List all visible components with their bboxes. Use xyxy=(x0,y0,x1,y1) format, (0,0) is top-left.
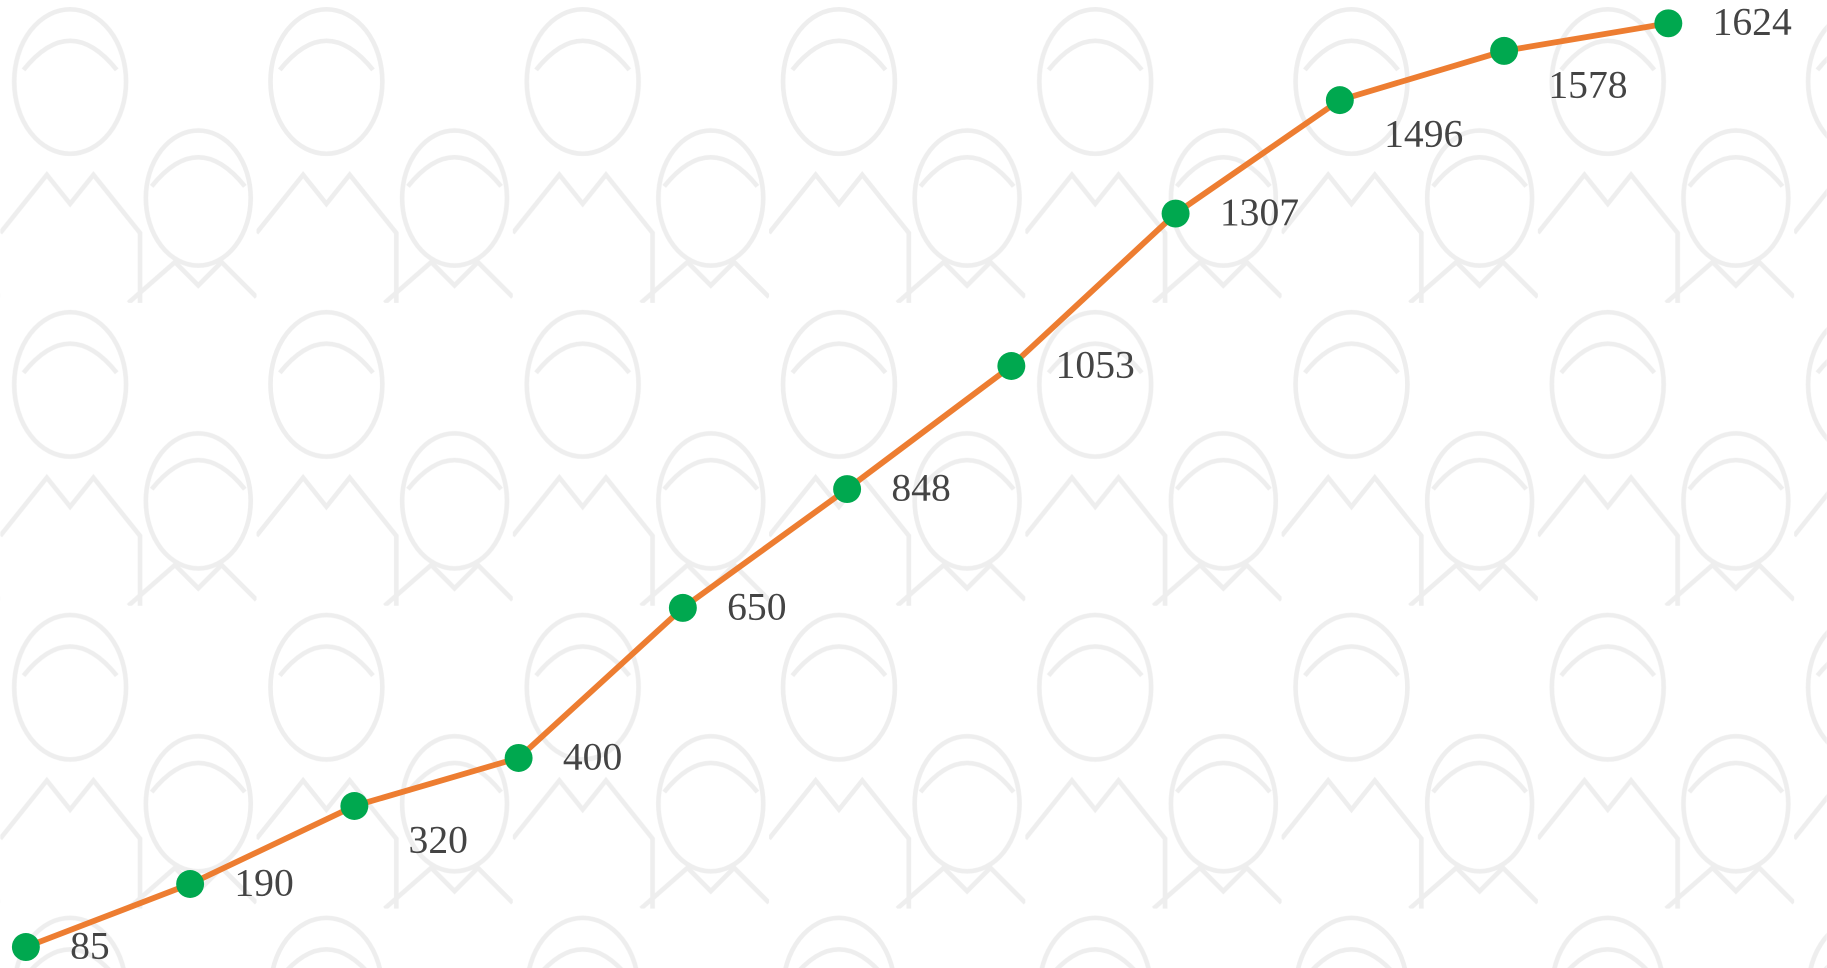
data-label: 320 xyxy=(409,817,468,861)
data-label: 1307 xyxy=(1220,190,1299,234)
data-label: 1053 xyxy=(1056,342,1135,386)
marker xyxy=(1325,86,1354,115)
marker xyxy=(11,933,40,962)
marker xyxy=(1654,9,1683,38)
data-label: 1624 xyxy=(1713,0,1792,44)
data-label: 1578 xyxy=(1548,62,1627,106)
data-label: 650 xyxy=(727,584,786,628)
marker xyxy=(176,870,205,898)
marker xyxy=(668,593,697,622)
marker xyxy=(504,743,533,772)
data-label: 190 xyxy=(234,860,293,904)
marker xyxy=(1161,199,1190,228)
marker xyxy=(1490,36,1519,65)
data-label: 1496 xyxy=(1384,111,1463,155)
marker xyxy=(997,352,1026,380)
data-label: 85 xyxy=(70,923,110,967)
marker xyxy=(833,475,862,504)
data-label: 400 xyxy=(563,734,622,778)
marker xyxy=(340,792,369,820)
data-label: 848 xyxy=(891,465,950,509)
